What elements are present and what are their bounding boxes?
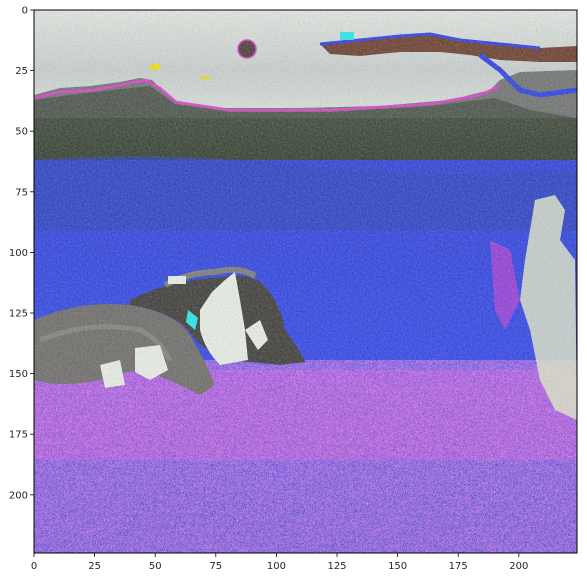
y-axis-ticks: 0 25 50 75 100 125 150 175 200	[9, 6, 34, 501]
x-tick-label: 25	[88, 561, 101, 572]
y-tick-label: 100	[9, 248, 28, 259]
x-tick-label: 125	[327, 561, 346, 572]
y-tick-label: 75	[15, 187, 28, 198]
x-tick-label: 50	[149, 561, 162, 572]
photo	[34, 10, 577, 553]
y-tick-label: 125	[9, 309, 28, 320]
y-tick-label: 175	[9, 430, 28, 441]
x-tick-label: 200	[509, 561, 528, 572]
y-tick-label: 0	[22, 6, 28, 17]
y-tick-label: 150	[9, 369, 28, 380]
x-axis-ticks: 0 25 50 75 100 125 150 175 200	[31, 553, 528, 572]
y-tick-label: 200	[9, 490, 28, 501]
x-tick-label: 175	[449, 561, 468, 572]
x-tick-label: 100	[267, 561, 286, 572]
axes-frame	[33, 9, 578, 554]
x-tick-label: 0	[31, 561, 37, 572]
x-tick-label: 75	[209, 561, 222, 572]
x-tick-label: 150	[388, 561, 407, 572]
y-tick-label: 25	[15, 66, 28, 77]
y-tick-label: 50	[15, 127, 28, 138]
